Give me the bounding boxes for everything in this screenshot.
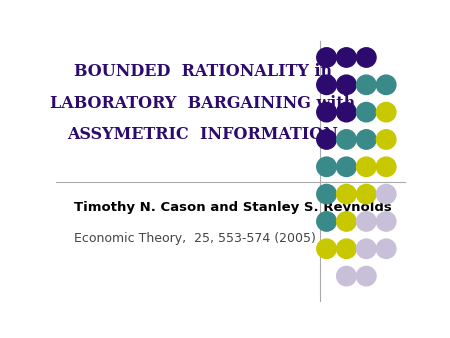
Ellipse shape <box>356 48 376 67</box>
Ellipse shape <box>376 185 396 204</box>
Ellipse shape <box>317 157 336 176</box>
Ellipse shape <box>376 212 396 231</box>
Ellipse shape <box>337 239 356 259</box>
Text: Timothy N. Cason and Stanley S. Reynolds: Timothy N. Cason and Stanley S. Reynolds <box>74 201 392 214</box>
Ellipse shape <box>356 185 376 204</box>
Ellipse shape <box>376 75 396 95</box>
Ellipse shape <box>356 102 376 122</box>
Ellipse shape <box>376 157 396 176</box>
Ellipse shape <box>376 130 396 149</box>
Ellipse shape <box>356 130 376 149</box>
Ellipse shape <box>356 75 376 95</box>
Ellipse shape <box>317 75 336 95</box>
Ellipse shape <box>356 266 376 286</box>
Ellipse shape <box>337 157 356 176</box>
Ellipse shape <box>317 102 336 122</box>
Ellipse shape <box>317 212 336 231</box>
Ellipse shape <box>337 185 356 204</box>
Ellipse shape <box>356 157 376 176</box>
Ellipse shape <box>356 239 376 259</box>
Ellipse shape <box>337 102 356 122</box>
Ellipse shape <box>317 48 336 67</box>
Ellipse shape <box>376 239 396 259</box>
Text: Economic Theory,  25, 553-574 (2005): Economic Theory, 25, 553-574 (2005) <box>74 232 315 245</box>
Ellipse shape <box>356 212 376 231</box>
Text: BOUNDED  RATIONALITY in: BOUNDED RATIONALITY in <box>74 63 332 80</box>
Ellipse shape <box>337 75 356 95</box>
Ellipse shape <box>317 185 336 204</box>
Ellipse shape <box>337 212 356 231</box>
Ellipse shape <box>337 48 356 67</box>
Ellipse shape <box>317 239 336 259</box>
Text: ASSYMETRIC  INFORMATION: ASSYMETRIC INFORMATION <box>68 126 338 143</box>
Ellipse shape <box>376 102 396 122</box>
Ellipse shape <box>317 130 336 149</box>
Text: LABORATORY  BARGAINING with: LABORATORY BARGAINING with <box>50 95 356 112</box>
Ellipse shape <box>337 266 356 286</box>
Ellipse shape <box>337 130 356 149</box>
